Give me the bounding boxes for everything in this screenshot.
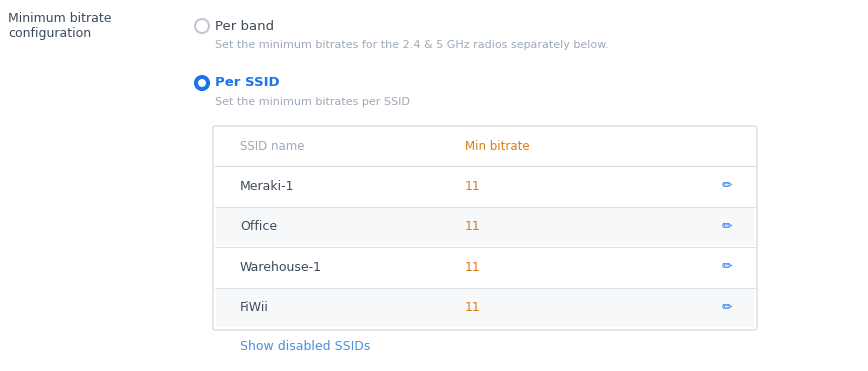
Circle shape <box>195 76 209 90</box>
Text: ✏: ✏ <box>722 180 733 193</box>
Text: ✏: ✏ <box>722 301 733 314</box>
FancyBboxPatch shape <box>216 288 754 327</box>
Text: ✏: ✏ <box>722 220 733 233</box>
FancyBboxPatch shape <box>216 207 754 246</box>
Text: Per SSID: Per SSID <box>215 76 279 89</box>
Text: SSID name: SSID name <box>240 141 305 154</box>
Text: 11: 11 <box>465 261 481 274</box>
Text: Warehouse-1: Warehouse-1 <box>240 261 322 274</box>
Circle shape <box>198 79 206 87</box>
Text: Per band: Per band <box>215 20 274 33</box>
Text: Set the minimum bitrates for the 2.4 & 5 GHz radios separately below.: Set the minimum bitrates for the 2.4 & 5… <box>215 40 608 50</box>
Text: Set the minimum bitrates per SSID: Set the minimum bitrates per SSID <box>215 97 410 107</box>
FancyBboxPatch shape <box>213 126 757 330</box>
Text: 11: 11 <box>465 301 481 314</box>
Text: Minimum bitrate
configuration: Minimum bitrate configuration <box>8 12 111 40</box>
Text: Show disabled SSIDs: Show disabled SSIDs <box>240 339 371 352</box>
Text: Office: Office <box>240 220 277 233</box>
Text: ✏: ✏ <box>722 261 733 274</box>
Text: 11: 11 <box>465 180 481 193</box>
Text: Meraki-1: Meraki-1 <box>240 180 294 193</box>
Text: Min bitrate: Min bitrate <box>465 141 529 154</box>
Text: FiWii: FiWii <box>240 301 269 314</box>
Text: 11: 11 <box>465 220 481 233</box>
